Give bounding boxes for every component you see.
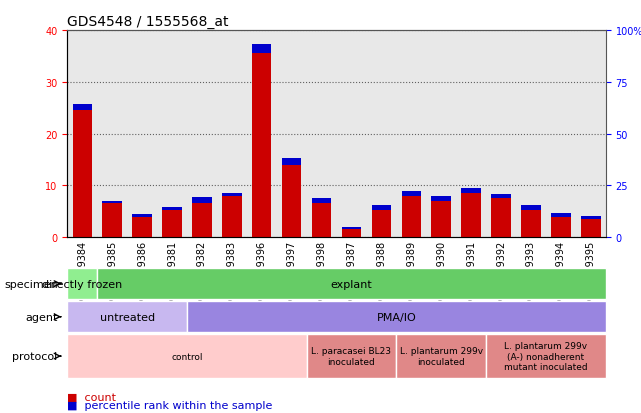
- Bar: [401, 192, 421, 196]
- Bar: [133, 215, 152, 218]
- Bar: [521, 211, 541, 237]
- Text: ■  percentile rank within the sample: ■ percentile rank within the sample: [67, 400, 272, 410]
- Bar: [72, 105, 92, 111]
- Text: protocol: protocol: [12, 351, 58, 361]
- Bar: [492, 199, 511, 237]
- Text: untreated: untreated: [99, 312, 154, 322]
- Bar: [551, 213, 570, 218]
- Text: L. plantarum 299v
inoculated: L. plantarum 299v inoculated: [399, 347, 483, 366]
- Text: L. plantarum 299v
(A-) nonadherent
mutant inoculated: L. plantarum 299v (A-) nonadherent mutan…: [504, 342, 588, 371]
- Bar: [401, 196, 421, 237]
- Bar: [192, 204, 212, 237]
- Bar: [312, 204, 331, 237]
- Bar: [222, 193, 242, 196]
- Bar: [282, 165, 301, 237]
- Bar: [581, 217, 601, 219]
- Bar: [72, 111, 92, 237]
- Text: ■  count: ■ count: [67, 392, 116, 401]
- Bar: [222, 196, 242, 237]
- Text: GDS4548 / 1555568_at: GDS4548 / 1555568_at: [67, 14, 229, 28]
- Bar: [162, 211, 182, 237]
- Text: explant: explant: [331, 279, 372, 289]
- Bar: [372, 211, 391, 237]
- Bar: [162, 207, 182, 211]
- Text: agent: agent: [25, 312, 58, 322]
- Text: directly frozen: directly frozen: [42, 279, 122, 289]
- Text: L. paracasei BL23
inoculated: L. paracasei BL23 inoculated: [312, 347, 392, 366]
- Text: PMA/IO: PMA/IO: [376, 312, 416, 322]
- Bar: [252, 45, 272, 54]
- Bar: [462, 194, 481, 237]
- Bar: [312, 199, 331, 204]
- Bar: [431, 202, 451, 237]
- Bar: [103, 201, 122, 204]
- Bar: [462, 188, 481, 194]
- Bar: [342, 230, 362, 237]
- Bar: [431, 197, 451, 202]
- Bar: [342, 228, 362, 230]
- Bar: [581, 219, 601, 237]
- Bar: [252, 54, 272, 237]
- Text: control: control: [171, 352, 203, 361]
- Bar: [492, 194, 511, 199]
- Bar: [103, 204, 122, 237]
- Bar: [521, 206, 541, 211]
- Bar: [192, 198, 212, 204]
- Bar: [372, 206, 391, 211]
- Bar: [282, 159, 301, 165]
- Bar: [551, 218, 570, 237]
- Text: specimen: specimen: [4, 279, 58, 289]
- Bar: [133, 218, 152, 237]
